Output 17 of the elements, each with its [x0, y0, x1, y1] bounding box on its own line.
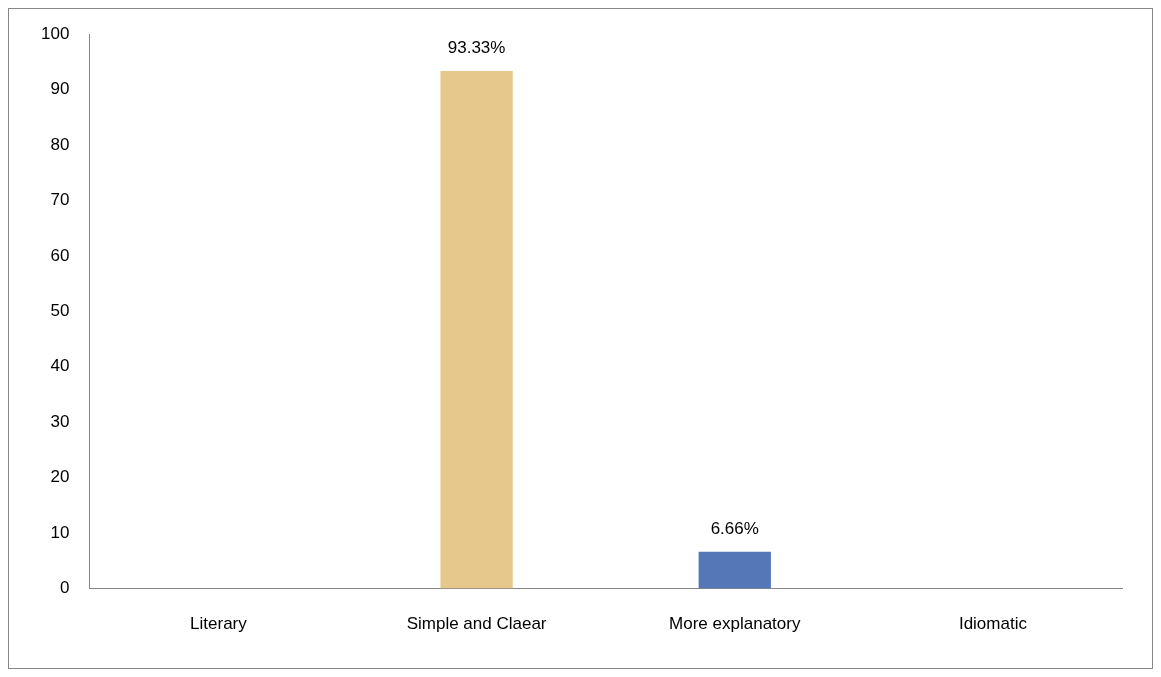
y-tick-label: 30: [50, 411, 70, 431]
y-tick-label: 70: [50, 190, 70, 210]
y-tick-label: 100: [40, 23, 70, 43]
x-tick-label: More explanatory: [669, 614, 801, 634]
data-label: 93.33%: [447, 38, 506, 58]
y-tick-label: 20: [50, 467, 70, 487]
x-tick-label: Idiomatic: [958, 614, 1028, 634]
y-tick-label: 10: [50, 522, 70, 542]
data-label: 6.66%: [710, 518, 759, 538]
y-tick-label: 80: [50, 134, 70, 154]
y-tick-label: 0: [59, 578, 70, 598]
x-tick-label: Literary: [190, 614, 248, 634]
x-tick-label: Simple and Claear: [406, 614, 547, 634]
y-tick-label: 90: [50, 79, 70, 99]
y-tick-label: 50: [50, 300, 70, 320]
y-tick-label: 40: [50, 356, 70, 376]
y-tick-label: 60: [50, 245, 70, 265]
